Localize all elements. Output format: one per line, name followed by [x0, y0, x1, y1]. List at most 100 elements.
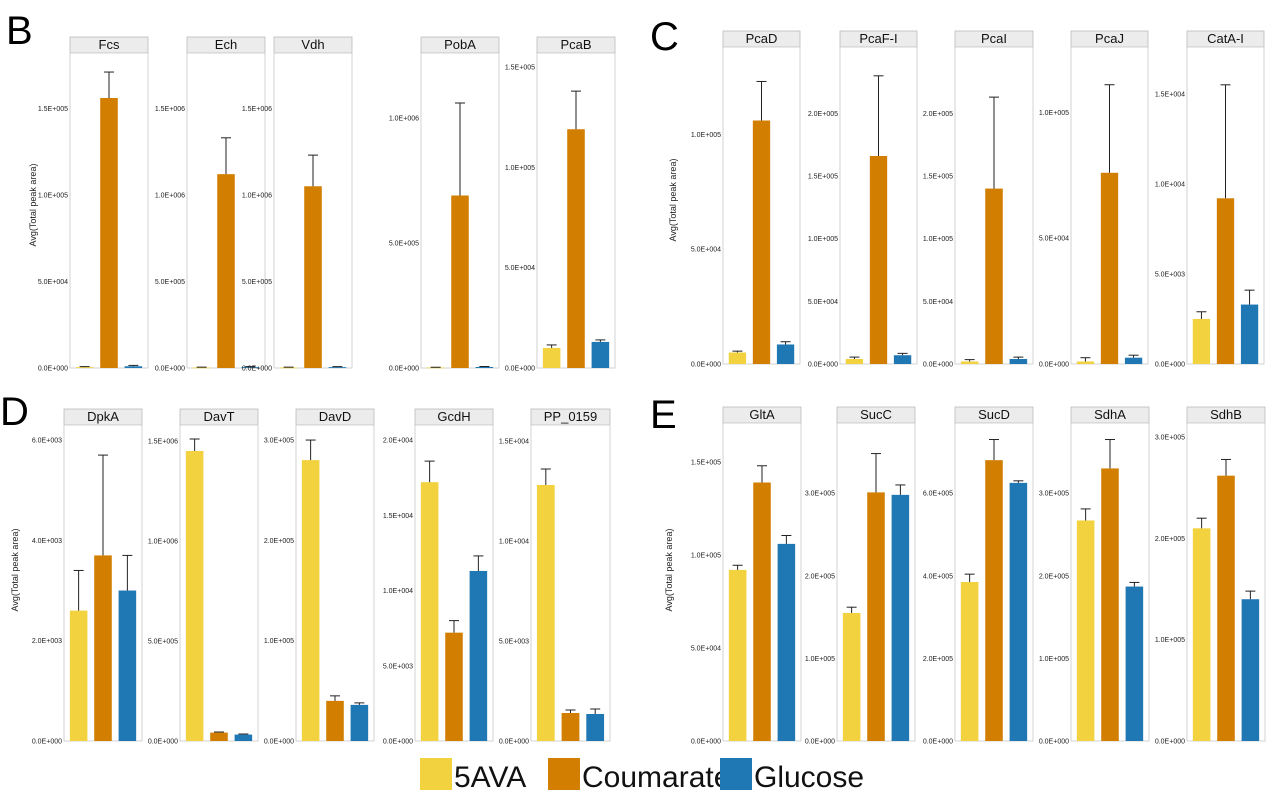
facet-sdhb: SdhB 0.0E+000 1.0E+005 2.0E+005 3.0E+005	[1155, 406, 1266, 746]
bar-coumarate	[210, 732, 228, 741]
y-tick-label: 1.5E+006	[242, 106, 272, 113]
y-tick-label: 0.0E+000	[923, 362, 953, 369]
facet-title: CatA-I	[1207, 31, 1244, 46]
y-tick-label: 1.5E+005	[505, 65, 535, 72]
y-tick-label: 1.5E+005	[38, 106, 68, 113]
y-tick-label: 4.0E+005	[923, 573, 953, 580]
y-tick-label: 3.0E+005	[805, 491, 835, 498]
facet-sucd: SucD 0.0E+000 2.0E+005 4.0E+005 6.0E+005	[923, 406, 1034, 746]
y-tick-label: 3.0E+005	[1039, 491, 1069, 498]
y-tick-label: 0.0E+000	[264, 739, 294, 746]
y-tick-label: 2.0E+005	[808, 111, 838, 118]
y-axis-label: Avg(Total peak area)	[10, 529, 20, 612]
bar-glucose	[475, 367, 494, 368]
facet-title: PcaD	[746, 31, 778, 46]
y-tick-label: 5.0E+003	[383, 663, 413, 670]
bar-5ava	[279, 367, 298, 369]
facet-title: Vdh	[301, 37, 324, 52]
y-tick-label: 2.0E+003	[32, 638, 62, 645]
bar-glucose	[586, 714, 605, 741]
y-tick-label: 5.0E+004	[505, 265, 535, 272]
bar-5ava	[1076, 361, 1095, 364]
bar-5ava	[1192, 318, 1211, 364]
y-tick-label: 2.0E+005	[264, 538, 294, 545]
y-tick-label: 1.5E+005	[923, 174, 953, 181]
facet-title: PcaB	[560, 37, 591, 52]
y-tick-label: 1.5E+004	[1155, 91, 1185, 98]
y-tick-label: 5.0E+004	[691, 247, 721, 254]
facet-cata-i: CatA-I 0.0E+000 5.0E+003 1.0E+004 1.5E+004	[1155, 30, 1265, 369]
y-tick-label: 2.0E+005	[805, 573, 835, 580]
y-tick-label: 5.0E+005	[242, 279, 272, 286]
bar-coumarate	[1216, 198, 1235, 364]
bar-5ava	[301, 460, 320, 741]
bar-5ava	[192, 367, 211, 369]
facet-vdh: Vdh 0.0E+000 5.0E+005 1.0E+006 1.5E+006	[242, 36, 353, 373]
facet-title: SdhA	[1094, 407, 1126, 422]
bar-coumarate	[451, 195, 469, 368]
facet-title: SucD	[978, 407, 1010, 422]
y-tick-label: 1.5E+005	[808, 174, 838, 181]
bar-glucose	[241, 367, 260, 368]
y-tick-label: 1.0E+005	[1039, 110, 1069, 117]
y-tick-label: 2.0E+005	[923, 656, 953, 663]
y-tick-label: 5.0E+004	[691, 646, 721, 653]
bar-5ava	[185, 451, 204, 741]
bar-5ava	[728, 352, 747, 364]
y-tick-label: 1.0E+005	[691, 132, 721, 139]
bar-coumarate	[753, 482, 771, 741]
bar-glucose	[776, 344, 795, 364]
legend-label: Coumarate	[582, 761, 730, 793]
bar-coumarate	[561, 713, 580, 741]
y-tick-label: 0.0E+000	[242, 366, 272, 373]
y-tick-label: 3.0E+005	[1155, 435, 1185, 442]
y-tick-label: 0.0E+000	[505, 366, 535, 373]
y-tick-label: 5.0E+005	[389, 241, 419, 248]
y-tick-label: 0.0E+000	[691, 739, 721, 746]
facet-pcad: PcaD 0.0E+000 5.0E+004 1.0E+005	[691, 30, 801, 369]
bar-5ava	[960, 361, 979, 364]
bar-5ava	[1192, 528, 1211, 741]
y-tick-label: 1.0E+005	[1039, 656, 1069, 663]
facet-pcaf-i: PcaF-I 0.0E+000 5.0E+004 1.0E+005 1.5E+005 2.…	[808, 30, 918, 369]
y-tick-label: 0.0E+000	[499, 739, 529, 746]
y-tick-label: 0.0E+000	[1155, 739, 1185, 746]
y-tick-label: 5.0E+004	[923, 299, 953, 306]
bar-coumarate	[985, 460, 1003, 741]
bar-coumarate	[985, 188, 1003, 364]
bar-coumarate	[867, 492, 885, 741]
y-tick-label: 1.0E+004	[383, 588, 413, 595]
bar-glucose	[893, 355, 912, 364]
y-tick-label: 1.0E+006	[148, 539, 178, 546]
bar-coumarate	[567, 129, 585, 368]
y-tick-label: 0.0E+000	[148, 739, 178, 746]
bar-coumarate	[94, 555, 112, 741]
y-tick-label: 1.0E+005	[1155, 637, 1185, 644]
y-tick-label: 2.0E+005	[1155, 536, 1185, 543]
y-tick-label: 1.0E+006	[155, 192, 185, 199]
y-tick-label: 1.0E+005	[923, 236, 953, 243]
legend-swatch	[548, 758, 580, 790]
facet-gcdh: GcdH 0.0E+000 5.0E+003 1.0E+004 1.5E+004 2.0E…	[383, 408, 494, 746]
y-tick-label: 1.5E+004	[383, 513, 413, 520]
facet-title: Ech	[215, 37, 237, 52]
bar-glucose	[1124, 357, 1143, 364]
facet-dpka: DpkA 0.0E+000 2.0E+003 4.0E+003 6.0E+003	[32, 408, 143, 746]
bar-coumarate	[752, 120, 771, 364]
bar-glucose	[1241, 599, 1260, 741]
y-tick-label: 0.0E+000	[383, 739, 413, 746]
y-tick-label: 1.0E+005	[805, 656, 835, 663]
legend: 5AVA Coumarate Glucose	[420, 758, 864, 794]
bar-5ava	[842, 612, 861, 741]
facet-davd: DavD 0.0E+000 1.0E+005 2.0E+005 3.0E+005	[264, 408, 375, 746]
y-tick-label: 1.0E+005	[505, 165, 535, 172]
y-tick-label: 0.0E+000	[1155, 362, 1185, 369]
y-tick-label: 1.5E+004	[499, 439, 529, 446]
facet-title: GltA	[749, 407, 775, 422]
bar-glucose	[1240, 304, 1259, 364]
y-tick-label: 1.0E+005	[691, 553, 721, 560]
bar-5ava	[1076, 520, 1095, 741]
facet-title: GcdH	[437, 409, 470, 424]
facet-title: PcaF-I	[859, 31, 897, 46]
bar-5ava	[420, 482, 439, 741]
